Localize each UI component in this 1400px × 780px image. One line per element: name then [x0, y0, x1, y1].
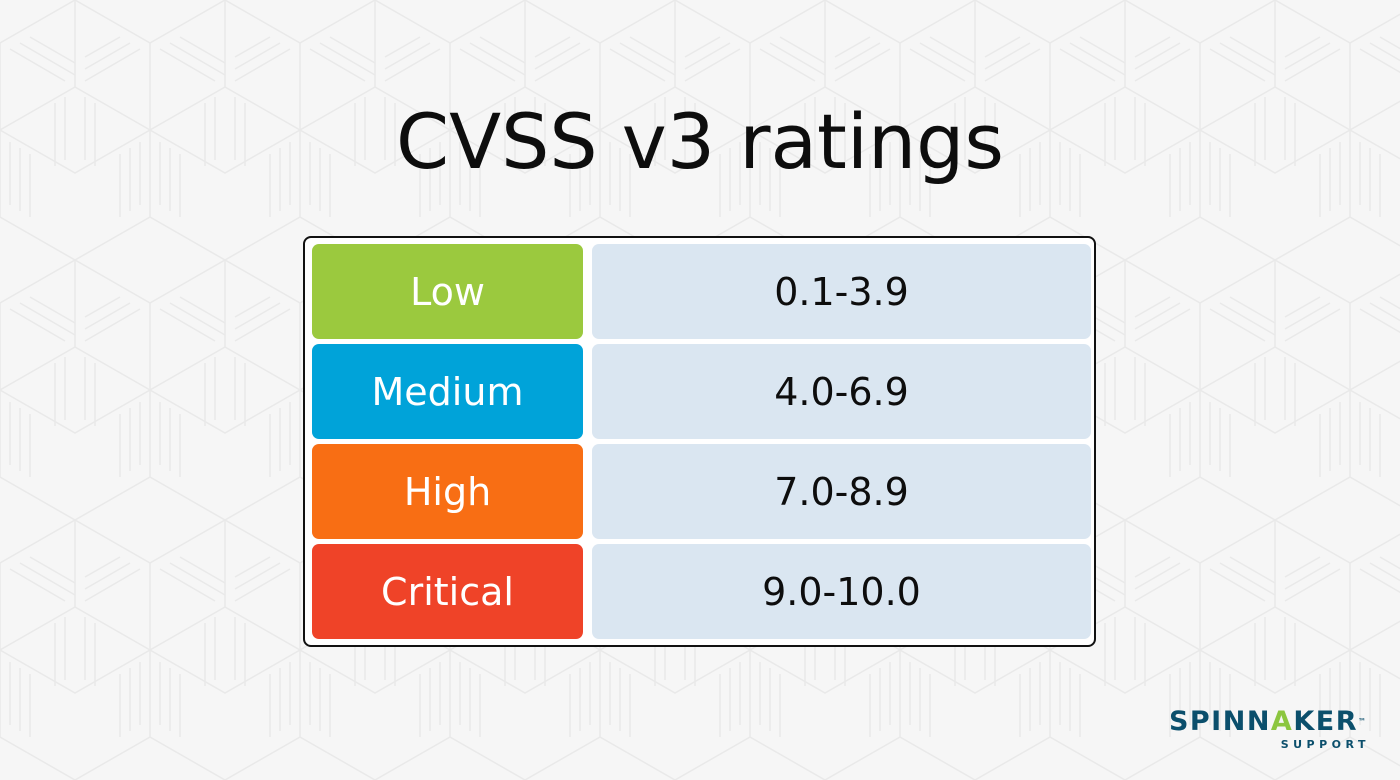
rating-range-high: 7.0-8.9 [592, 444, 1091, 539]
rating-label-low: Low [312, 244, 583, 339]
rating-range-low: 0.1-3.9 [592, 244, 1091, 339]
rating-range-medium: 4.0-6.9 [592, 344, 1091, 439]
rating-label-critical: Critical [312, 544, 583, 639]
logo-wordmark: SPINNAKER™ [1136, 706, 1366, 738]
ratings-table: Low 0.1-3.9 Medium 4.0-6.9 High 7.0-8.9 … [303, 236, 1096, 647]
logo-brand-prefix: SPINN [1168, 706, 1271, 737]
rating-row-low: Low 0.1-3.9 [312, 244, 1091, 339]
logo-subtitle: SUPPORT [1280, 738, 1370, 751]
logo-brand-suffix: KER [1293, 706, 1358, 737]
rating-row-high: High 7.0-8.9 [312, 444, 1091, 539]
page-title: CVSS v3 ratings [396, 97, 1004, 186]
rating-label-medium: Medium [312, 344, 583, 439]
logo-trademark: ™ [1358, 717, 1366, 726]
spinnaker-logo: SPINNAKER™ SUPPORT [1136, 706, 1366, 756]
rating-row-critical: Critical 9.0-10.0 [312, 544, 1091, 639]
rating-label-high: High [312, 444, 583, 539]
rating-range-critical: 9.0-10.0 [592, 544, 1091, 639]
logo-brand-a: A [1270, 706, 1294, 737]
rating-row-medium: Medium 4.0-6.9 [312, 344, 1091, 439]
